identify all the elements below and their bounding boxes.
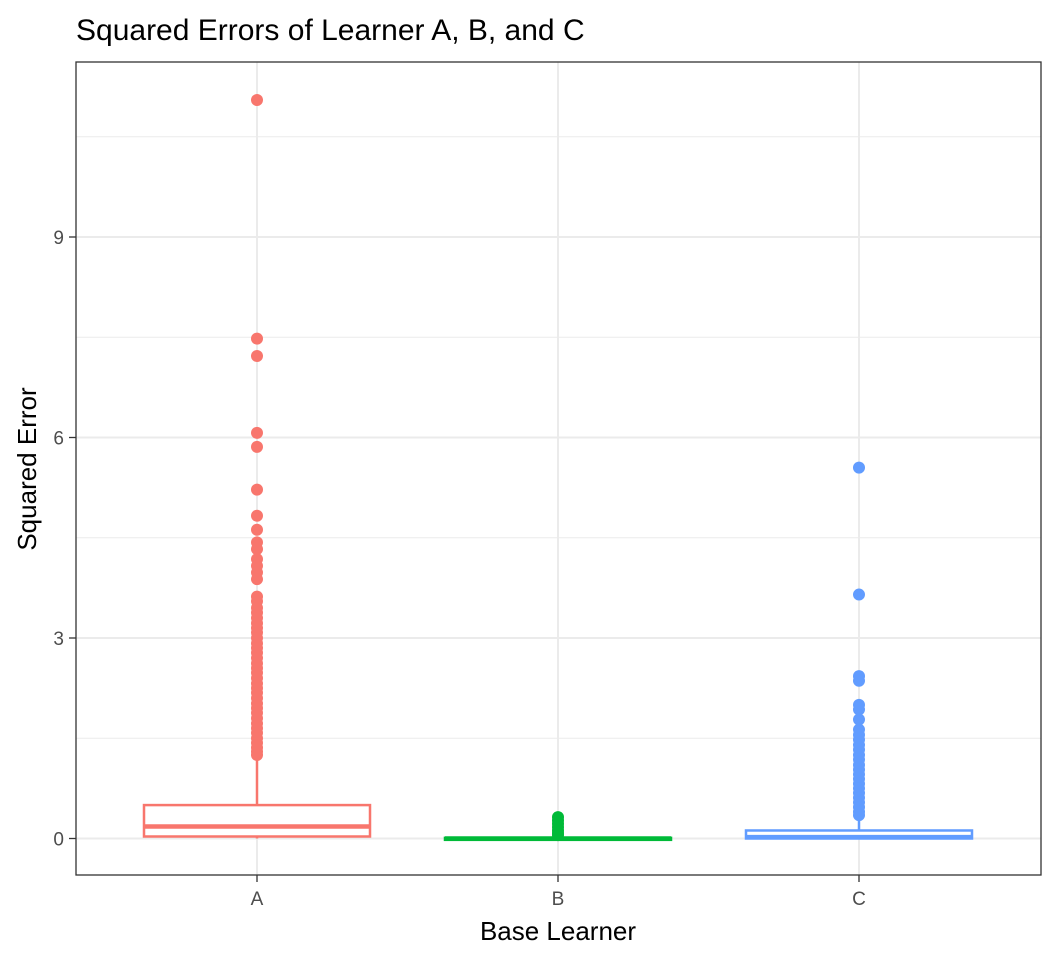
box-series <box>142 93 974 842</box>
box-C <box>744 461 974 840</box>
outlier-point <box>251 332 263 345</box>
outlier-point <box>251 748 263 761</box>
outlier-point <box>552 829 564 842</box>
chart-title: Squared Errors of Learner A, B, and C <box>76 14 585 47</box>
x-tick-label: C <box>852 889 866 910</box>
y-tick-label: 0 <box>53 830 64 851</box>
outlier-point <box>853 588 865 601</box>
outlier-point <box>853 461 865 474</box>
outlier-point <box>251 440 263 453</box>
box-A <box>142 93 372 839</box>
outlier-point <box>251 483 263 496</box>
outlier-point <box>251 523 263 536</box>
outlier-point <box>853 809 865 822</box>
outlier-point <box>251 509 263 522</box>
box-B <box>443 811 673 842</box>
x-axis: A B C <box>251 875 866 910</box>
x-tick-label: B <box>552 889 565 910</box>
y-axis-title: Squared Error <box>12 387 42 551</box>
outlier-point <box>251 543 263 556</box>
y-tick-label: 9 <box>53 228 64 249</box>
y-axis: 0 3 6 9 <box>53 228 76 851</box>
outlier-point <box>251 349 263 362</box>
outlier-point <box>251 93 263 106</box>
x-tick-label: A <box>251 889 264 910</box>
box-body <box>142 803 372 838</box>
y-tick-label: 6 <box>53 429 64 450</box>
outlier-point <box>251 426 263 439</box>
outlier-point <box>251 573 263 586</box>
outlier-point <box>853 674 865 687</box>
outlier-point <box>853 713 865 726</box>
y-tick-label: 3 <box>53 629 64 650</box>
outlier-point <box>853 703 865 716</box>
x-axis-title: Base Learner <box>480 916 636 946</box>
